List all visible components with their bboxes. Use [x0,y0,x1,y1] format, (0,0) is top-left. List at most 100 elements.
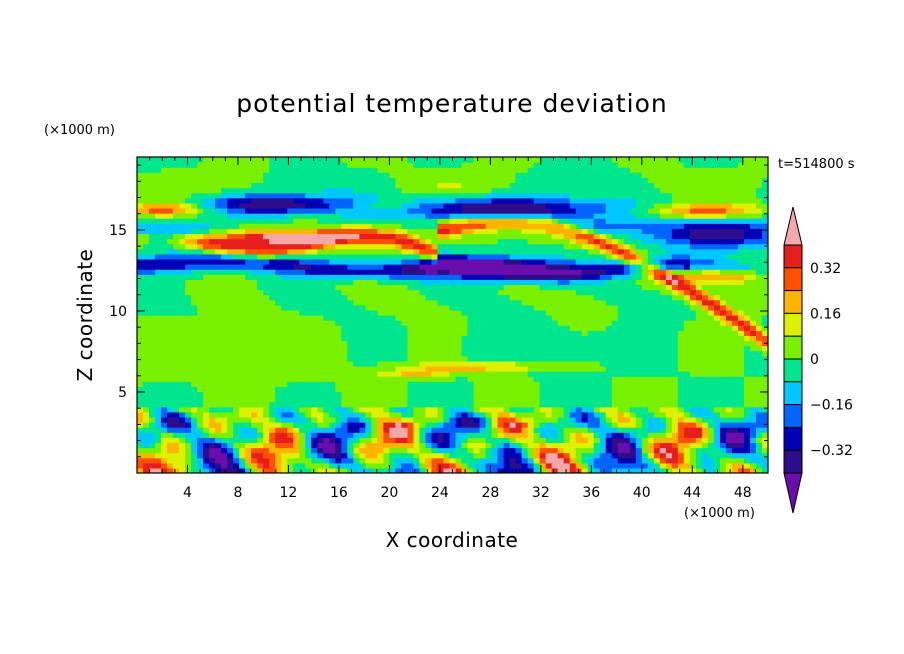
field-cell [377,396,384,403]
field-cell [491,330,499,336]
field-cell [383,386,390,393]
field-cell [467,396,475,403]
field-cell [383,228,390,235]
field-cell [569,427,577,433]
field-cell [581,233,589,240]
field-cell [761,391,768,398]
field-cell [425,371,433,377]
field-cell [329,391,336,398]
field-cell [371,427,378,433]
field-cell [389,406,397,413]
field-cell [761,411,768,418]
field-cell [545,340,553,347]
field-cell [413,320,421,326]
field-cell [293,467,300,473]
field-cell [665,243,673,250]
field-cell [359,447,366,454]
field-cell [341,416,348,423]
field-cell [365,335,372,342]
field-cell [401,248,409,255]
field-cell [233,452,240,459]
field-cell [713,371,721,377]
field-cell [677,462,685,469]
field-cell [263,457,270,464]
field-cell [167,289,174,296]
field-cell [539,452,547,459]
field-cell [473,253,481,260]
field-cell [539,233,547,240]
field-cell [197,330,204,336]
field-cell [245,350,252,357]
field-cell [563,279,571,286]
field-cell [431,442,439,449]
field-cell [377,442,384,449]
field-cell [671,238,679,245]
field-cell [701,269,709,275]
field-cell [743,457,751,464]
field-cell [467,274,475,280]
field-cell [185,432,192,438]
field-cell [629,258,637,265]
field-cell [635,452,643,459]
field-cell [155,427,162,433]
field-cell [377,233,384,240]
field-cell [659,269,667,275]
field-cell [431,457,439,464]
field-cell [635,274,643,280]
field-cell [275,452,282,459]
field-cell [239,350,246,357]
field-cell [611,289,619,296]
field-cell [299,401,306,408]
field-cell [413,264,421,270]
field-cell [497,432,505,438]
field-cell [689,299,697,306]
field-cell [191,243,198,250]
field-cell [335,457,342,464]
field-cell [527,258,535,265]
field-cell [383,350,390,357]
field-cell [377,264,384,270]
field-cell [215,309,222,316]
field-cell [551,432,559,438]
field-cell [443,258,451,265]
field-cell [401,233,409,240]
field-cell [563,243,571,250]
field-cell [647,335,655,342]
field-cell [545,391,553,398]
field-cell [707,325,715,331]
field-cell [617,294,625,301]
field-cell [407,360,415,367]
field-cell [203,360,210,367]
field-cell [413,345,421,352]
field-cell [401,452,409,459]
field-cell [317,416,324,423]
field-cell [317,269,324,275]
field-cell [593,401,601,408]
field-cell [437,432,445,438]
field-cell [395,442,403,449]
field-cell [665,416,673,423]
field-cell [707,294,715,301]
field-cell [491,258,499,265]
field-cell [191,376,198,382]
field-cell [437,416,445,423]
field-cell [137,391,144,398]
field-cell [725,299,733,306]
field-cell [143,432,150,438]
field-cell [263,248,270,255]
field-cell [191,299,198,306]
field-cell [269,279,276,286]
field-cell [377,269,384,275]
field-cell [347,391,354,398]
field-cell [341,228,348,235]
field-cell [185,391,192,398]
field-cell [569,233,577,240]
field-cell [521,422,529,428]
field-cell [389,335,397,342]
field-cell [443,365,451,372]
field-cell [569,396,577,403]
field-cell [701,238,709,245]
field-cell [689,253,697,260]
field-cell [587,396,595,403]
field-cell [455,335,463,342]
